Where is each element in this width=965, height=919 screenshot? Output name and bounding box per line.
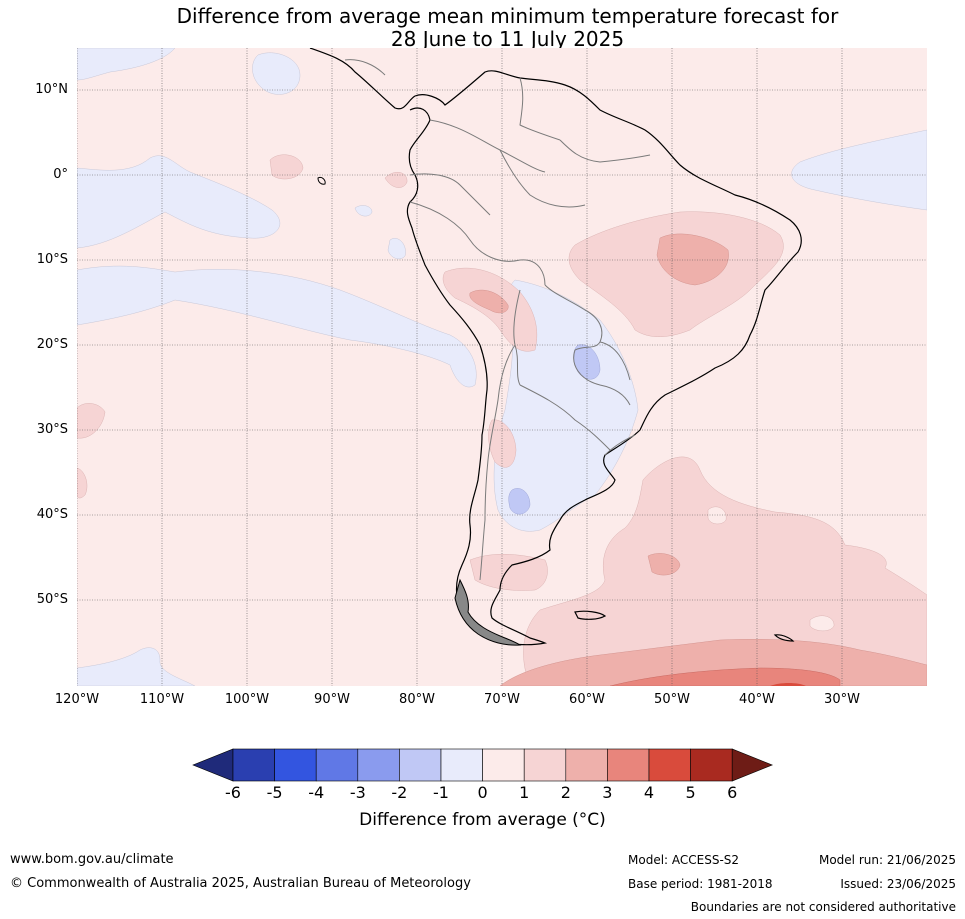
lon-label-100w: 100°W: [224, 692, 270, 707]
colorbar-tick-label: 2: [560, 783, 571, 802]
warm-region-west-2: [77, 467, 88, 499]
warm-region-equator: [269, 154, 304, 180]
footer-copyright: © Commonwealth of Australia 2025, Austra…: [10, 876, 471, 891]
lon-label-120w: 120°W: [54, 692, 100, 707]
cool-region-argentina: [508, 488, 531, 515]
south-georgia: [773, 634, 795, 642]
lat-label-0: 0°: [53, 167, 68, 182]
lat-label-40s: 40°S: [36, 507, 68, 522]
lat-label-50s: 50°S: [36, 592, 68, 607]
lat-label-20s: 20°S: [36, 337, 68, 352]
warm-region-peru-core: [469, 289, 509, 314]
warm-region-small-coast: [384, 171, 408, 188]
colorbar-segment: [440, 748, 483, 782]
falkland-islands: [574, 610, 607, 620]
footer-model-run: Model run: 21/06/2025: [818, 853, 956, 867]
colorbar-tick-label: -6: [225, 783, 241, 802]
cool-region-small-north: [252, 52, 301, 95]
colorbar-label: Difference from average (°C): [359, 810, 606, 830]
colorbar-tick-label: 4: [643, 783, 655, 802]
colorbar-segment: [607, 748, 650, 782]
colorbar-tick-label: 3: [602, 783, 613, 802]
colorbar-tick-label: -5: [266, 783, 283, 802]
warm-region-southern-core: [609, 667, 841, 686]
colorbar-tick-label: 6: [727, 783, 738, 802]
cool-region-top-left: [77, 48, 176, 81]
lon-label-50w: 50°W: [654, 692, 690, 707]
lat-label-30s: 30°S: [36, 422, 68, 437]
warm-region-southern-peak: [770, 683, 806, 686]
colorbar-tick-label: 1: [519, 783, 530, 802]
colorbar-segment: [523, 748, 567, 782]
colorbar-tick-label: 5: [685, 783, 696, 802]
south-america-coastline: [309, 48, 802, 646]
lat-label-10s: 10°S: [36, 252, 68, 267]
colorbar-segment: [399, 748, 442, 782]
colorbar-tick-label: -4: [308, 783, 325, 802]
lon-label-70w: 70°W: [484, 692, 520, 707]
cool-region-equator-east: [791, 129, 927, 211]
colorbar-segment: [274, 748, 317, 782]
colorbar-segment: [482, 748, 525, 782]
footer-model: Model: ACCESS-S2: [628, 853, 740, 867]
neutral-spot-1: [707, 506, 727, 525]
footer-base-period: Base period: 1981-2018: [628, 877, 773, 891]
footer-disclaimer: Boundaries are not considered authoritat…: [690, 900, 956, 914]
cool-region-equator-west: [77, 155, 281, 249]
colorbar-segment: [315, 748, 359, 782]
colorbar-segment: [357, 748, 400, 782]
lon-label-80w: 80°W: [399, 692, 435, 707]
footer-website: www.bom.gov.au/climate: [10, 852, 174, 867]
lon-label-60w: 60°W: [569, 692, 605, 707]
cool-region-band: [77, 265, 477, 388]
warm-region-brazil-core: [656, 233, 729, 286]
cool-region-small-1: [354, 205, 373, 217]
footer-issued: Issued: 23/06/2025: [840, 877, 956, 891]
colorbar-tick-label: -1: [433, 783, 449, 802]
lon-label-90w: 90°W: [314, 692, 350, 707]
colorbar-segment: [648, 748, 691, 782]
map-title-line1: Difference from average mean minimum tem…: [176, 4, 839, 28]
colorbar-arrow-low: [192, 748, 234, 782]
colorbar: [192, 748, 774, 782]
lat-label-10n: 10°N: [35, 82, 68, 97]
colorbar-segment: [690, 748, 733, 782]
warm-region-patagonia: [469, 553, 548, 591]
colorbar-segment: [232, 748, 275, 782]
cool-region-bottom-left: [77, 647, 196, 686]
lon-label-110w: 110°W: [139, 692, 185, 707]
colorbar-tick-label: 0: [477, 783, 488, 802]
colorbar-arrow-high: [731, 748, 774, 782]
colorbar-tick-label: -3: [349, 783, 366, 802]
cool-region-small-2: [387, 238, 406, 260]
lon-label-30w: 30°W: [824, 692, 860, 707]
map-title-line2: 28 June to 11 July 2025: [390, 27, 625, 51]
lon-label-40w: 40°W: [739, 692, 775, 707]
colorbar-tick-label: -2: [391, 783, 408, 802]
country-borders: [344, 59, 651, 581]
tierra-del-fuego: [454, 578, 522, 646]
gridlines: [77, 48, 927, 686]
warm-region-west-1: [77, 403, 106, 439]
neutral-spot-2: [809, 615, 835, 632]
galapagos: [317, 177, 326, 185]
colorbar-segment: [565, 748, 608, 782]
